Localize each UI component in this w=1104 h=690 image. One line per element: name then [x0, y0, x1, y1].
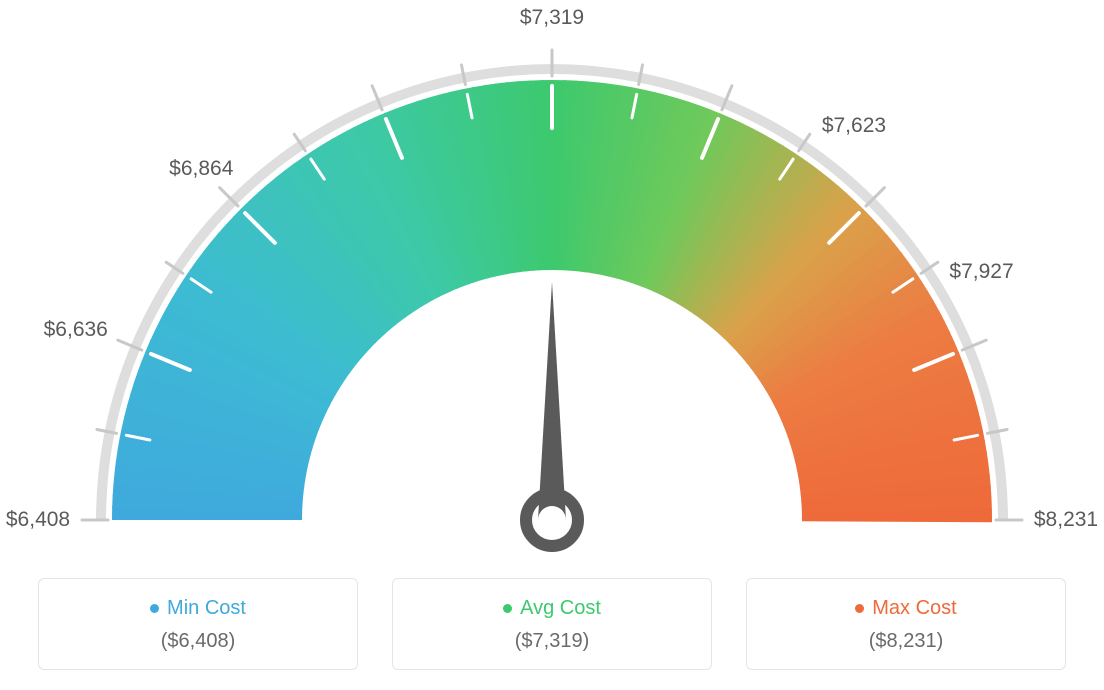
legend-label-avg-text: Avg Cost: [520, 597, 601, 620]
gauge-tick-label: $6,864: [169, 157, 233, 181]
legend-label-min-text: Min Cost: [167, 597, 246, 620]
legend-dot-avg: [503, 604, 512, 613]
legend-value-max: ($8,231): [757, 630, 1055, 653]
legend-label-max-text: Max Cost: [872, 597, 956, 620]
legend-label-avg: Avg Cost: [403, 597, 701, 620]
legend-card-max: Max Cost ($8,231): [746, 578, 1066, 670]
gauge-tick-label: $6,408: [6, 508, 70, 532]
legend-dot-min: [150, 604, 159, 613]
legend-label-max: Max Cost: [757, 597, 1055, 620]
gauge-tick-label: $7,623: [822, 114, 886, 138]
legend-value-min: ($6,408): [49, 630, 347, 653]
gauge-chart-container: $6,408 $6,636 $6,864 $7,319 $7,623 $7,927 $8,2…: [0, 0, 1104, 690]
gauge-svg: [0, 0, 1104, 560]
gauge-tick-label: $7,319: [520, 6, 584, 30]
gauge-area: $6,408 $6,636 $6,864 $7,319 $7,623 $7,927 $8,2…: [0, 0, 1104, 560]
legend-label-min: Min Cost: [49, 597, 347, 620]
legend-value-avg: ($7,319): [403, 630, 701, 653]
gauge-tick-label: $8,231: [1034, 508, 1098, 532]
legend-dot-max: [855, 604, 864, 613]
legend-row: Min Cost ($6,408) Avg Cost ($7,319) Max …: [0, 578, 1104, 670]
gauge-tick-label: $7,927: [949, 260, 1013, 284]
gauge-tick-label: $6,636: [44, 318, 108, 342]
legend-card-avg: Avg Cost ($7,319): [392, 578, 712, 670]
legend-card-min: Min Cost ($6,408): [38, 578, 358, 670]
